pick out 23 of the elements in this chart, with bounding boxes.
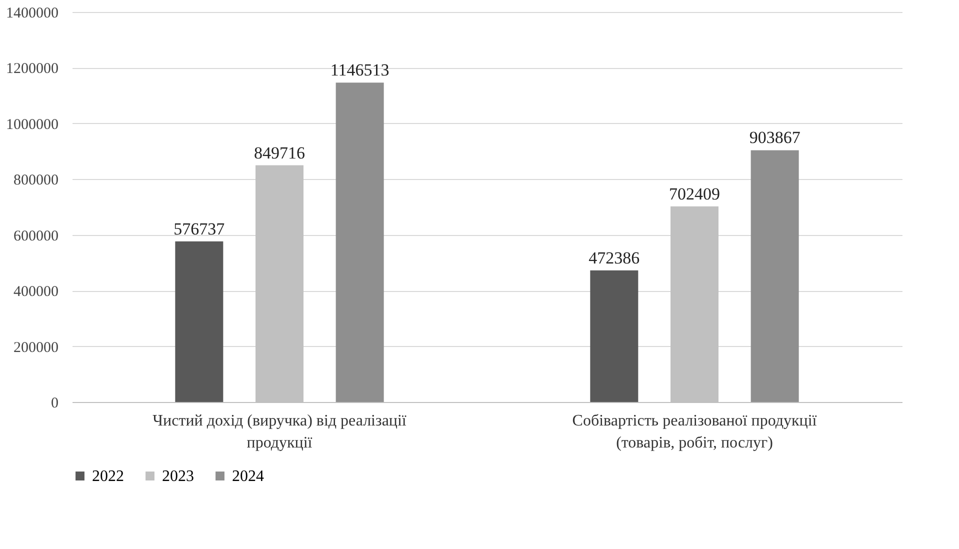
y-tick-label: 800000: [14, 172, 58, 189]
x-tick-label: Собівартість реалізованої продукції (товарів, робіт, послуг): [572, 412, 818, 452]
y-tick-label: 0: [51, 396, 58, 412]
legend-label: 2023: [162, 468, 194, 485]
y-tick-label: 1400000: [6, 6, 58, 22]
y-tick-label: 1000000: [6, 116, 58, 133]
data-label: 576737: [174, 219, 226, 238]
data-label: 472386: [588, 248, 640, 268]
y-tick-label: 400000: [14, 284, 58, 300]
legend-label: 2022: [92, 468, 124, 485]
data-label: 903867: [749, 128, 801, 148]
y-tick-label: 200000: [14, 340, 58, 356]
legend-label: 2024: [232, 468, 264, 485]
data-label: 849716: [254, 143, 305, 162]
data-label: 1146513: [330, 60, 390, 80]
y-tick-label: 600000: [14, 228, 58, 244]
data-label: 702409: [669, 184, 720, 204]
x-tick-label: Чистий дохід (виручка) від реалізації продукції: [152, 412, 407, 452]
y-tick-label: 1200000: [6, 61, 58, 78]
bar: [336, 82, 384, 402]
bar: [750, 150, 799, 402]
bar: [590, 270, 638, 402]
bar: [175, 241, 224, 402]
